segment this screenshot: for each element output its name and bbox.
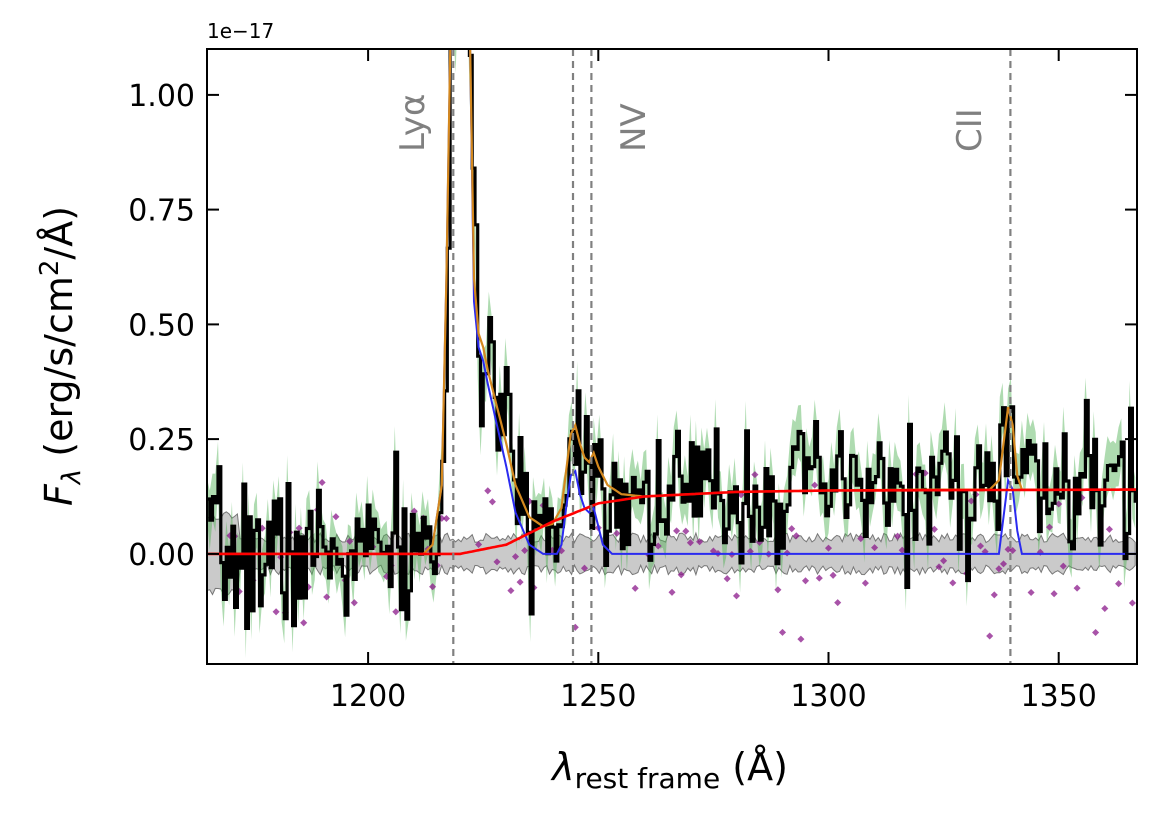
residual-point	[792, 532, 800, 540]
x-tick-label: 1200	[330, 679, 406, 714]
residual-point	[442, 514, 450, 523]
residual-point	[778, 628, 787, 636]
residual-point	[930, 525, 938, 533]
residual-point	[824, 544, 833, 552]
residual-point	[686, 539, 694, 547]
residual-point	[829, 571, 837, 579]
residual-point	[392, 608, 400, 616]
shaded-bands	[207, 49, 1136, 658]
residual-point	[521, 546, 529, 555]
residual-point	[272, 608, 280, 616]
residual-point	[751, 471, 759, 479]
residual-point	[631, 584, 639, 592]
residual-point	[475, 540, 483, 549]
residual-point	[484, 487, 492, 495]
residual-point	[332, 513, 340, 521]
residual-point	[613, 529, 621, 537]
y-tick-label: 1.00	[128, 79, 195, 114]
residual-point	[1115, 580, 1123, 588]
residual-point	[668, 588, 676, 596]
x-tick-label: 1250	[560, 679, 636, 714]
residual-point	[1128, 599, 1136, 607]
residual-point	[673, 527, 681, 535]
residual-point	[723, 575, 731, 583]
y-tick-label: 0.50	[128, 308, 195, 343]
residual-point	[1105, 525, 1113, 533]
line-label: Lyα	[393, 94, 433, 152]
residual-point	[976, 542, 985, 550]
line-label: CII	[950, 108, 990, 152]
x-tick-label: 1300	[790, 679, 866, 714]
residual-point	[797, 635, 805, 643]
y-axis-label: Fλ (erg/s/cm2/Å)	[35, 206, 87, 506]
y-tick-label: 0.75	[128, 194, 195, 229]
residual-point	[967, 497, 975, 505]
residual-point	[801, 577, 810, 585]
residual-point	[654, 542, 662, 550]
residual-point	[940, 557, 948, 565]
residual-point	[995, 565, 1003, 573]
residual-point	[507, 587, 515, 595]
line-label: NV	[614, 103, 654, 152]
residual-point	[894, 532, 902, 540]
y-tick-label: 0.00	[128, 538, 195, 573]
residual-point	[949, 579, 957, 587]
residual-point	[488, 498, 496, 506]
residual-point	[318, 478, 326, 487]
residual-point	[1101, 604, 1109, 613]
residual-point	[990, 591, 998, 599]
residual-point	[709, 547, 717, 555]
residual-point	[350, 599, 358, 607]
residual-point	[788, 525, 796, 533]
residual-point	[986, 632, 994, 640]
svg-text:Fλ (erg/s/cm2/Å): Fλ (erg/s/cm2/Å)	[35, 206, 87, 506]
residual-point	[696, 538, 704, 546]
residual-point	[300, 619, 308, 627]
plot-frame	[206, 48, 1138, 665]
residual-point	[346, 537, 354, 545]
residual-point	[898, 546, 906, 554]
residual-point	[732, 592, 741, 600]
residual-point	[429, 583, 437, 591]
residual-point	[493, 558, 501, 566]
residual-point	[516, 578, 524, 586]
continuum-line	[207, 488, 1137, 556]
y-tick-label: 0.25	[128, 423, 195, 458]
residual-point	[935, 563, 943, 571]
residual-point	[871, 544, 879, 552]
residual-point	[511, 553, 520, 561]
line-markers: Lyα NV CII	[393, 49, 1012, 664]
residual-point	[580, 564, 589, 572]
residual-point	[1092, 628, 1100, 637]
residual-point	[834, 599, 842, 607]
residual-point	[815, 574, 823, 582]
residual-point	[811, 481, 819, 489]
svg-text:λrest frame (Å): λrest frame (Å)	[550, 745, 788, 795]
residual-point	[1050, 590, 1058, 598]
residual-point	[1073, 584, 1081, 592]
residual-point	[677, 571, 685, 579]
residual-point	[861, 579, 869, 587]
x-axis-label: λrest frame (Å)	[550, 745, 788, 795]
residual-point	[857, 535, 865, 543]
residual-point	[1009, 546, 1017, 555]
x-tick-label: 1350	[1021, 679, 1097, 714]
y-offset-label: 1e−17	[207, 19, 274, 43]
axis-ticks: 1200 1250 1300 1350 0.00 0.25 0.50 0.75 1.00	[128, 49, 1137, 714]
residual-point	[1027, 588, 1035, 597]
residual-point	[774, 586, 782, 594]
residual-point	[999, 560, 1008, 568]
residual-point	[295, 524, 303, 532]
residual-point	[323, 593, 331, 601]
residual-point	[682, 527, 690, 535]
